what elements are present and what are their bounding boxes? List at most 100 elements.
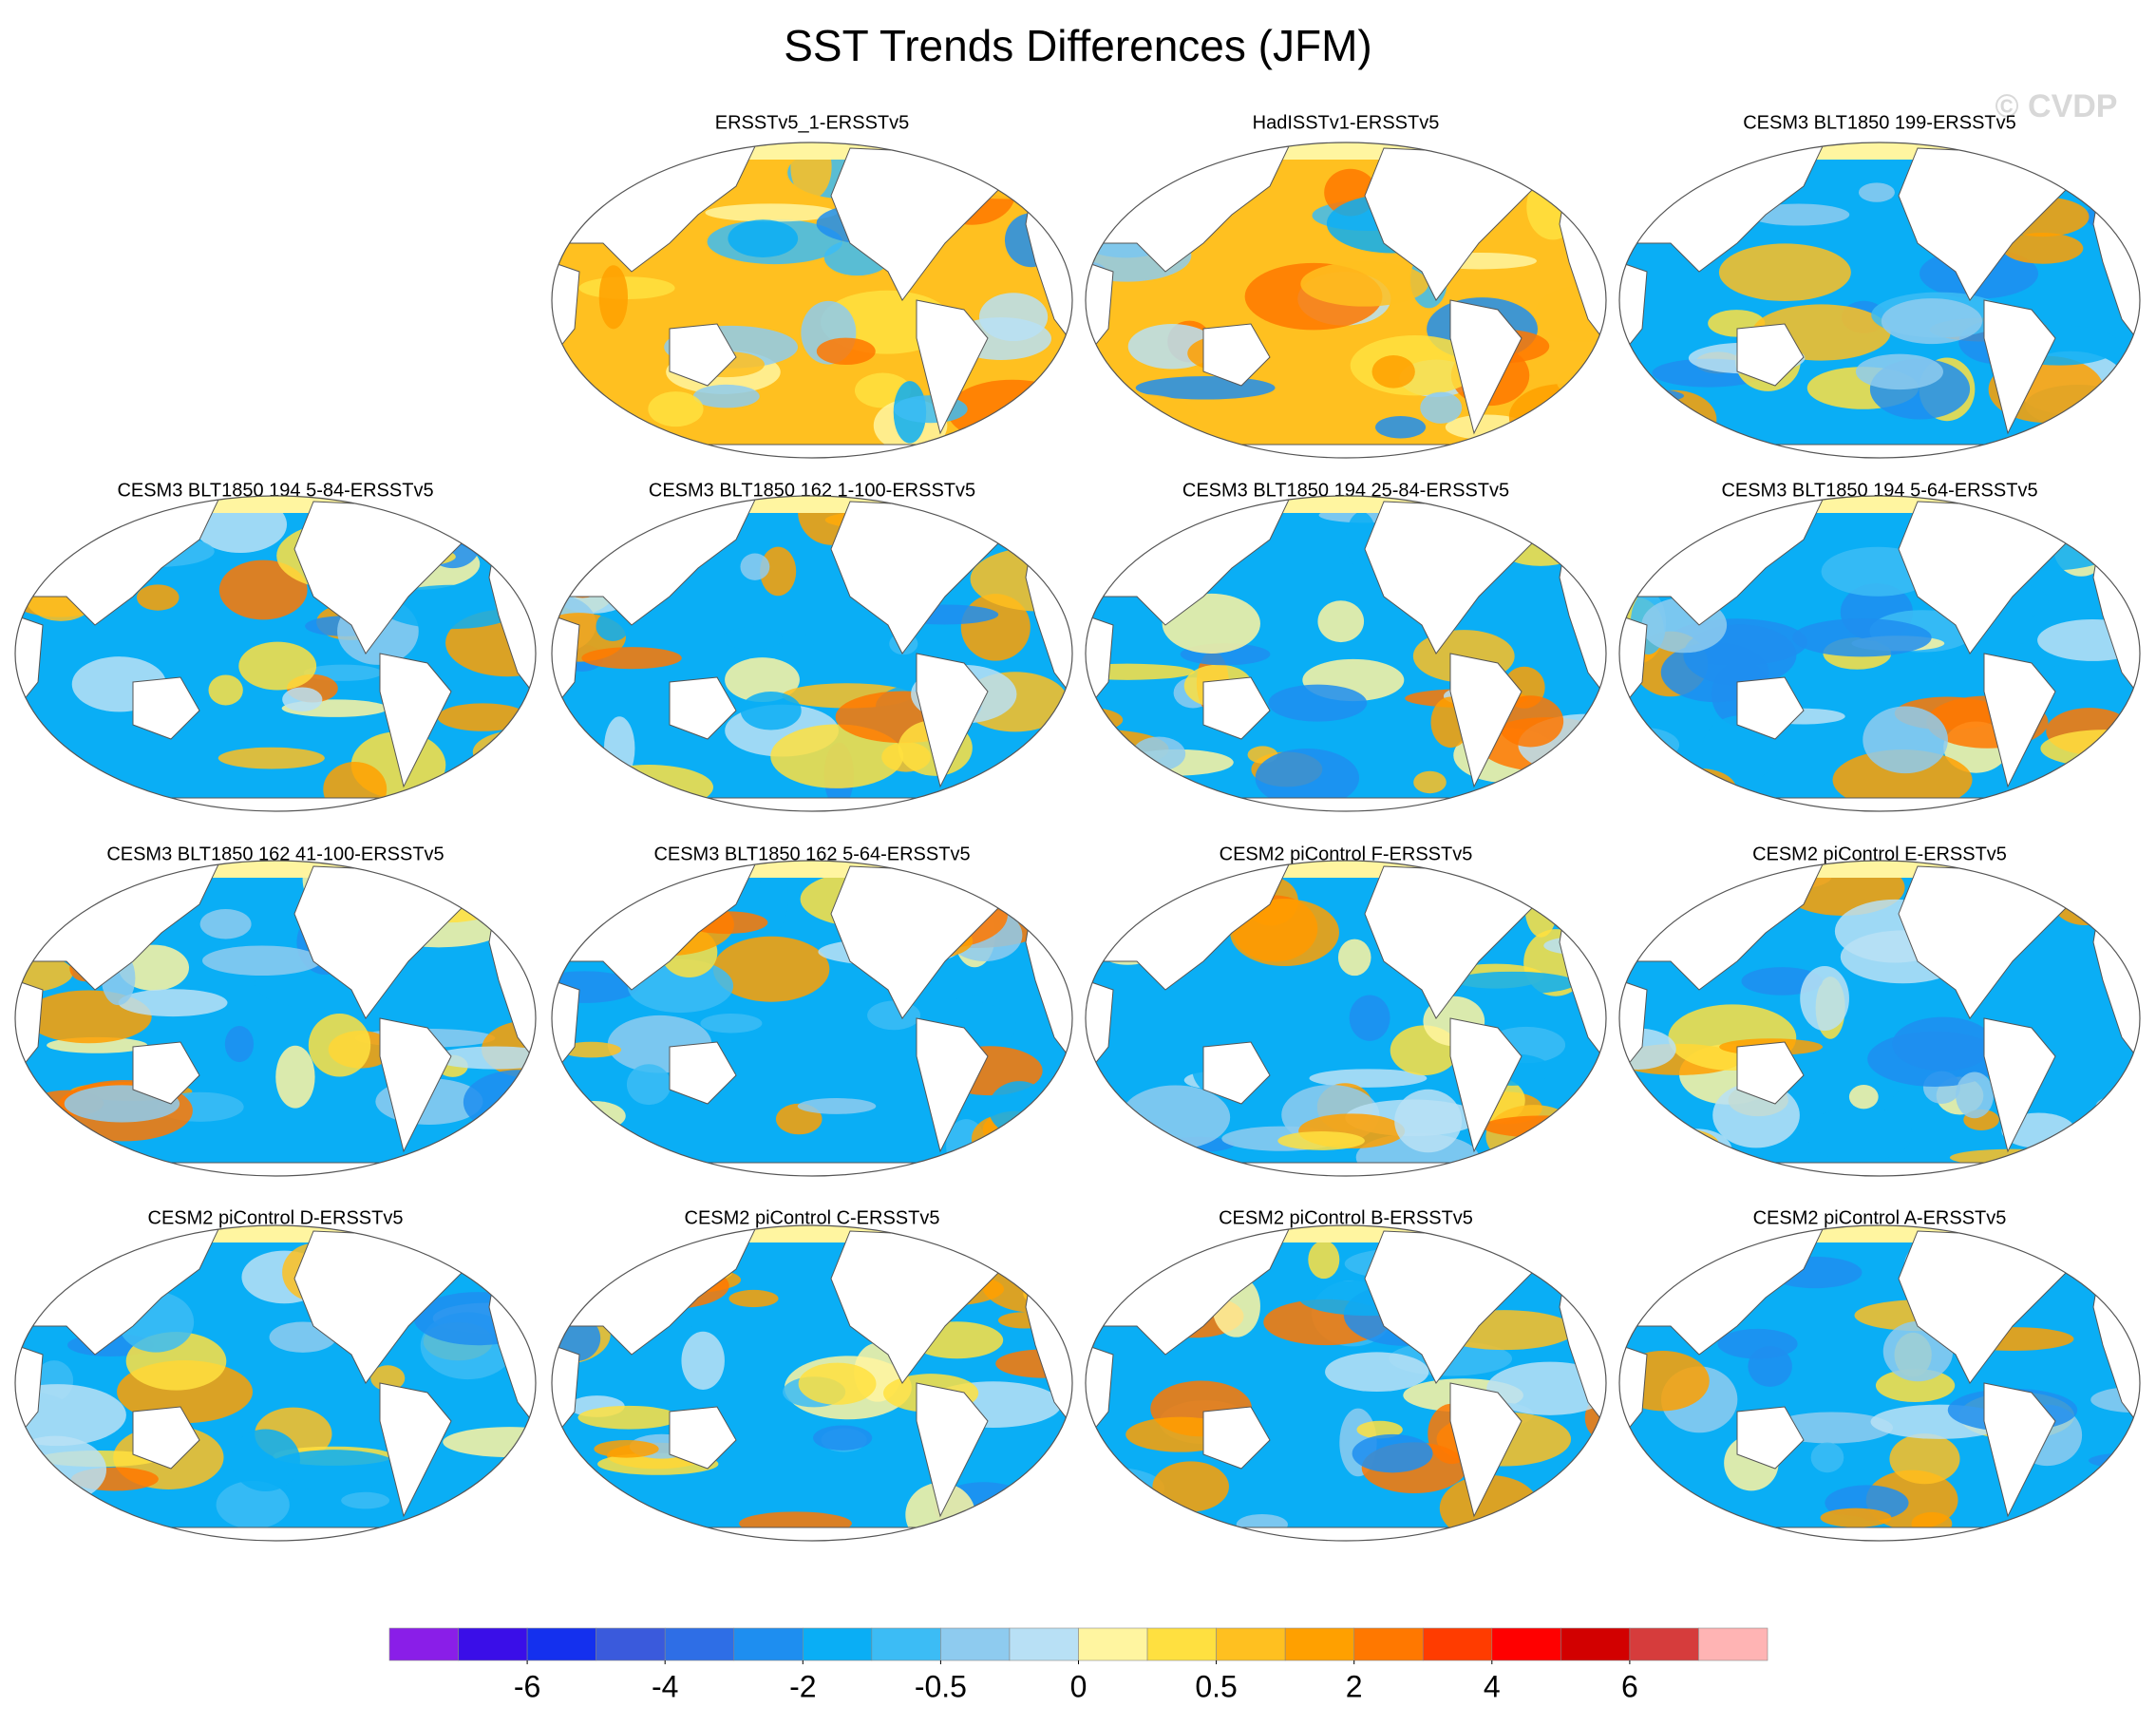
sst-blob [700,1013,763,1034]
sst-blob [1820,1508,1892,1527]
sst-blob [797,1098,877,1114]
map-field [552,861,1072,1176]
panel-title: CESM2 piControl D-ERSSTv5 [148,1207,404,1228]
sst-blob [1014,409,1072,458]
sst-blob [453,1239,536,1260]
sst-blob [598,265,629,330]
sst-blob [218,560,308,620]
panel-title: CESM2 piControl C-ERSSTv5 [685,1207,940,1228]
sst-blob [560,1041,621,1058]
map-field [15,496,536,811]
sst-blob [1121,1085,1231,1149]
colorbar-box [940,1627,1011,1661]
sst-blob [224,1026,255,1063]
colorbar-label: 6 [1621,1669,1638,1703]
sst-blob [1086,393,1201,444]
sst-blob [1086,1141,1182,1168]
map-panel [1618,860,2141,1177]
panel-title: CESM3 BLT1850 194 25-84-ERSSTv5 [1182,480,1509,501]
map-field [552,142,1072,458]
sst-blob [1112,516,1144,563]
sst-blob [1132,736,1186,771]
colorbar-label: -0.5 [915,1669,967,1703]
sst-blob [978,293,1049,342]
sst-blob [1580,555,1606,582]
colorbar-box [1284,1627,1355,1661]
sst-blob [486,522,536,541]
colorbar-label: 4 [1484,1669,1501,1703]
sst-blob [1485,1105,1581,1168]
sst-blob [1448,971,1577,995]
sst-blob [1889,1433,1960,1485]
sst-blob [136,584,180,611]
sst-blob [472,729,536,775]
sst-blob [1660,768,1737,810]
sst-blob [1337,939,1371,977]
sst-blob [1858,182,1895,202]
arctic-band [552,142,1072,160]
sst-blob [512,505,536,538]
map-field [552,1225,1072,1541]
sst-blob [1619,1475,1662,1519]
sst-blob [1011,410,1072,449]
sst-blob [231,1429,300,1492]
sst-blob [475,885,536,931]
sst-blob [370,1365,406,1392]
sst-blob [626,1064,671,1106]
sst-blob [760,546,797,597]
sst-blob [648,391,704,427]
sst-blob [201,945,322,977]
map-panel [1618,495,2141,812]
sst-blob [1371,355,1415,389]
map-field [1086,861,1606,1176]
sst-blob [1309,1069,1428,1088]
colorbar-label: 0 [1070,1669,1087,1703]
sst-blob [1570,1083,1606,1150]
panel-title: ERSSTv5_1-ERSSTv5 [715,112,910,133]
colorbar-label: -6 [514,1669,540,1703]
panel-title: CESM2 piControl B-ERSSTv5 [1219,1207,1473,1228]
sst-blob [15,1435,107,1504]
map-panel [1085,142,1607,459]
sst-blob [1810,1442,1844,1473]
panel-title: CESM3 BLT1850 162 41-100-ERSSTv5 [106,844,444,864]
colorbar-box [1146,1627,1217,1661]
map-panel [551,1224,1073,1542]
map-field [15,861,536,1176]
sst-blob [1086,663,1195,680]
map-panel [14,495,537,812]
globe-outline [14,1224,537,1542]
globe-outline [1618,495,2141,812]
sst-blob [238,641,317,691]
sst-blob [1255,749,1360,807]
sst-blob [1659,1129,1732,1174]
sst-blob [1394,1089,1463,1153]
colorbar-box [1216,1627,1286,1661]
map-panel [1085,860,1607,1177]
sst-blob [1268,684,1368,722]
sst-blob [1508,384,1606,450]
sst-blob [966,151,1072,177]
map-panel [551,860,1073,1177]
sst-blob [1317,600,1365,643]
colorbar-box [526,1627,596,1661]
sst-blob [594,1440,659,1458]
sst-blob [583,765,714,810]
sst-blob [1135,1496,1168,1536]
sst-blob [1375,415,1427,439]
sst-blob [1325,1352,1429,1393]
map-field [1086,142,1606,458]
sst-blob [712,936,830,1002]
sst-blob [681,1331,725,1390]
colorbar-box [1353,1627,1424,1661]
sst-blob [323,762,388,811]
sst-blob [758,863,788,932]
sst-blob [1863,706,1948,774]
panel-title: CESM2 piControl E-ERSSTv5 [1752,844,2007,864]
map-field [1619,1225,2140,1541]
sst-blob [463,1070,536,1135]
sst-blob [216,1480,290,1529]
arctic-band [1086,142,1606,160]
map-panel [1618,1224,2141,1542]
